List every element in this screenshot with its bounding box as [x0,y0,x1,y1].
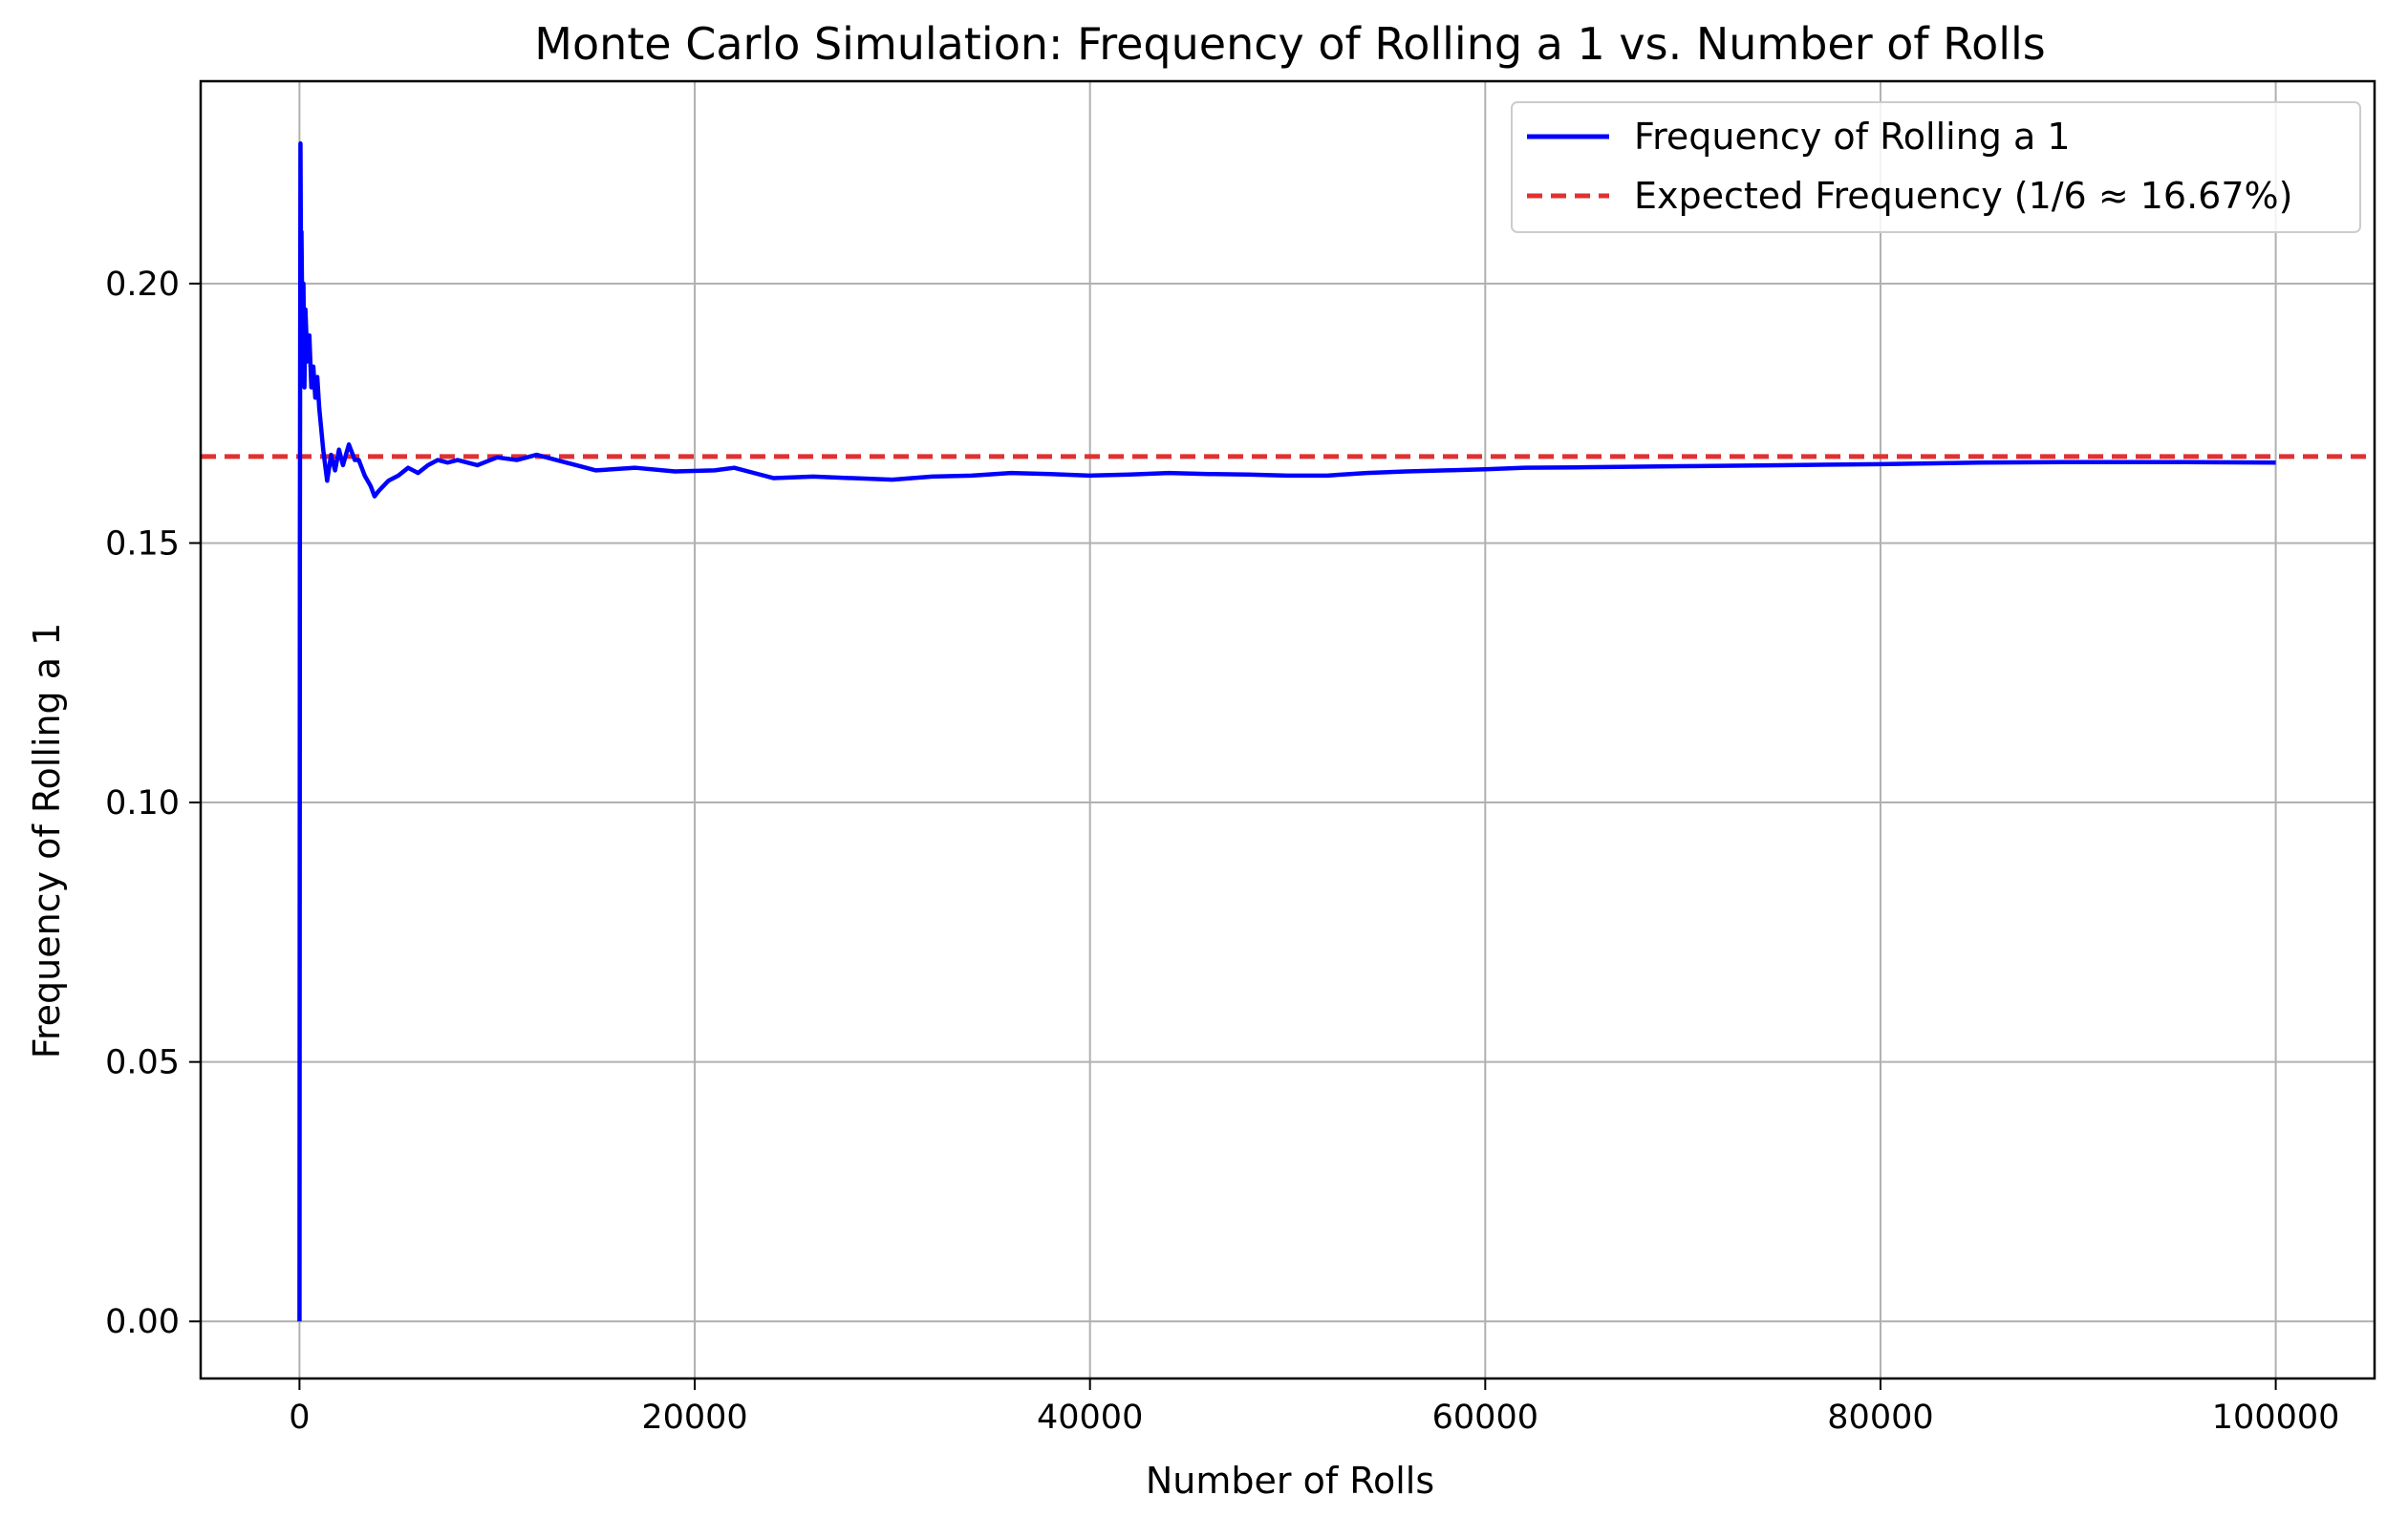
x-tick-label: 0 [289,1399,310,1437]
series-layer [201,140,2375,1322]
x-tick-label: 40000 [1037,1399,1143,1437]
x-tick-label: 20000 [641,1399,747,1437]
ticks: 0 20000 40000 60000 80000 100000 0.00 0.05 0.10 0… [105,266,2339,1437]
legend-label-frequency: Frequency of Rolling a 1 [1634,116,2071,158]
x-axis-label: Number of Rolls [1146,1460,1434,1502]
series-line-frequency [297,140,2276,1322]
y-axis-label: Frequency of Rolling a 1 [26,623,68,1059]
x-tick-label: 60000 [1432,1399,1538,1437]
legend-label-expected: Expected Frequency (1/6 ≈ 16.67%) [1634,175,2292,217]
plot-frame [199,79,2376,1380]
y-tick-label: 0.00 [105,1303,180,1341]
x-tick-label: 100000 [2212,1399,2340,1437]
grid [201,81,2375,1378]
legend-box [1511,101,2361,233]
x-tick-label: 80000 [1827,1399,1933,1437]
y-tick-label: 0.15 [105,524,180,563]
legend: Frequency of Rolling a 1 Expected Freque… [1511,101,2361,233]
y-tick-label: 0.10 [105,784,180,823]
y-tick-label: 0.20 [105,266,180,304]
y-tick-label: 0.05 [105,1044,180,1082]
chart-title: Monte Carlo Simulation: Frequency of Rol… [534,18,2046,70]
